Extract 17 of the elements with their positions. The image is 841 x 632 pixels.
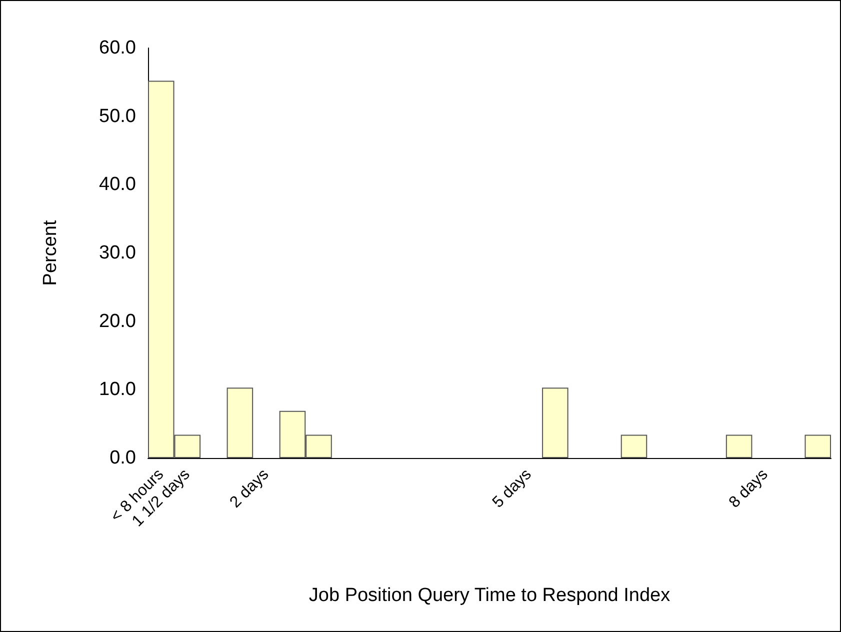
bar — [620, 434, 648, 458]
x-tick-label: 5 days — [490, 466, 535, 512]
y-tick-label: 50.0 — [99, 106, 136, 127]
y-tick-label: 0.0 — [110, 448, 136, 468]
y-tick-label: 10.0 — [99, 379, 136, 400]
y-tick-label: 30.0 — [99, 242, 136, 264]
bar — [226, 388, 254, 458]
bar — [726, 434, 752, 458]
y-tick-label: 60.0 — [99, 38, 136, 58]
bar — [804, 434, 831, 458]
x-axis-title: Job Position Query Time to Respond Index — [308, 585, 671, 606]
x-tick-label: 2 days — [226, 466, 272, 512]
y-axis-title: Percent — [40, 220, 61, 286]
x-tick-label: 8 days — [726, 466, 772, 512]
bar — [542, 388, 568, 458]
y-tick-label: 40.0 — [99, 174, 136, 196]
y-tick-label: 20.0 — [99, 310, 136, 332]
